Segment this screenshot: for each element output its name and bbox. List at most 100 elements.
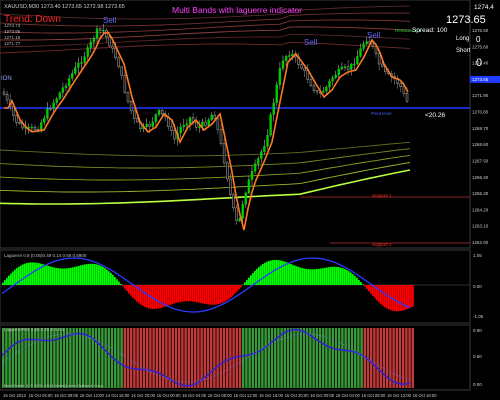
osc2-bar — [168, 328, 171, 388]
svg-text:-1.05: -1.05 — [473, 314, 484, 319]
candle-body — [303, 67, 306, 71]
price-tick: 1268.60 — [472, 142, 489, 147]
osc2-bar — [274, 328, 277, 388]
osc1-bar — [116, 279, 118, 285]
osc1-bar — [272, 260, 274, 285]
lower-band-line — [0, 141, 411, 157]
candle-body — [253, 163, 257, 172]
lower-band-line — [0, 148, 411, 169]
osc2-bar — [264, 328, 267, 388]
osc1-bar — [256, 268, 258, 285]
osc2-bar — [299, 328, 302, 388]
candle-body — [182, 124, 186, 128]
osc2-bar — [66, 328, 69, 388]
osc2-bar — [309, 328, 312, 388]
svg-text:0.00: 0.00 — [473, 382, 482, 387]
osc2-bar — [251, 328, 254, 388]
osc1-bar — [78, 265, 80, 285]
osc1-bar — [32, 262, 34, 285]
osc2-bar — [363, 328, 366, 388]
osc1-bar — [64, 268, 66, 285]
candle-body — [263, 146, 266, 152]
osc1-bar — [294, 265, 296, 285]
osc1-bar — [90, 263, 92, 285]
osc1-bar — [218, 285, 220, 305]
time-tick: 14 Oct 20:00 — [131, 393, 156, 398]
price-axis: 1276.50 1275.60 1274.40 1273.65 1271.90 1270.… — [470, 28, 500, 245]
candle-body — [61, 87, 65, 94]
osc2-bar — [56, 328, 59, 388]
candlestick-series — [2, 23, 409, 225]
lower-band-line — [0, 154, 411, 181]
osc1-bar — [334, 266, 336, 285]
osc1-bar — [216, 285, 218, 305]
osc2-bar — [94, 328, 98, 388]
candle-body — [120, 66, 124, 76]
candle-body — [5, 94, 9, 101]
candle-body — [108, 36, 111, 47]
osc2-bar — [114, 328, 117, 388]
osc1-bar — [322, 268, 324, 285]
osc1-bar — [140, 285, 142, 305]
oscillator1-panel[interactable] — [0, 249, 471, 324]
osc2-bar — [341, 328, 344, 388]
time-tick: 15 Oct 12:00 — [233, 393, 258, 398]
osc1-bar — [262, 263, 264, 285]
time-tick: 16 Oct 12:00 — [387, 393, 412, 398]
osc1-bar — [162, 285, 164, 308]
candle-body — [111, 45, 114, 49]
osc1-bar — [188, 285, 190, 302]
svg-text:1271.77: 1271.77 — [4, 41, 21, 46]
osc1-signal-line — [1, 257, 411, 313]
osc2-bar — [206, 328, 210, 388]
osc1-bar — [402, 285, 404, 311]
osc1-bar — [200, 285, 202, 304]
candle-body — [232, 194, 235, 209]
osc1-bar — [130, 285, 132, 296]
candle-body — [257, 158, 260, 164]
osc1-bar — [26, 263, 28, 285]
osc1-bar — [204, 285, 206, 304]
osc2-bar — [162, 328, 165, 388]
osc2-bar — [50, 328, 53, 388]
osc1-bar — [180, 285, 182, 302]
main-price-panel[interactable] — [0, 0, 471, 249]
candle-body — [250, 171, 254, 180]
osc1-bar — [406, 285, 408, 310]
osc2-bar — [14, 328, 18, 388]
price-tick: 1275.60 — [472, 44, 489, 49]
osc1-bar — [300, 267, 302, 285]
osc1-bar — [228, 285, 230, 299]
candle-body — [170, 126, 173, 131]
candle-body — [381, 63, 384, 67]
osc1-bar — [164, 285, 166, 307]
candle-body — [343, 66, 347, 68]
osc2-bar — [395, 328, 398, 388]
candle-body — [185, 123, 189, 126]
lower-band-line — [0, 169, 411, 205]
osc1-bar — [306, 268, 308, 285]
osc1-bar — [336, 266, 338, 285]
osc1-bar — [88, 263, 90, 285]
osc1-bar — [6, 277, 8, 285]
osc2-bar — [178, 328, 181, 388]
osc1-bar — [70, 267, 72, 285]
oscillator2-panel[interactable] — [0, 324, 471, 391]
osc2-bar — [357, 328, 360, 388]
time-tick: 16 Oct 08:00 — [361, 393, 386, 398]
osc1-bar — [192, 285, 194, 302]
osc2-bar — [210, 328, 213, 388]
osc2-bar — [379, 328, 382, 388]
osc1-bar — [230, 285, 232, 298]
osc1-bar — [342, 268, 344, 285]
osc1-bar — [84, 264, 86, 285]
osc1-bar — [144, 285, 146, 307]
candle-body — [117, 57, 120, 68]
osc1-bar — [350, 272, 352, 285]
candle-body — [284, 56, 288, 61]
osc1-bar — [346, 269, 348, 285]
osc2-bar — [267, 328, 270, 388]
candle-body — [300, 64, 303, 69]
osc2-bar — [344, 328, 347, 388]
